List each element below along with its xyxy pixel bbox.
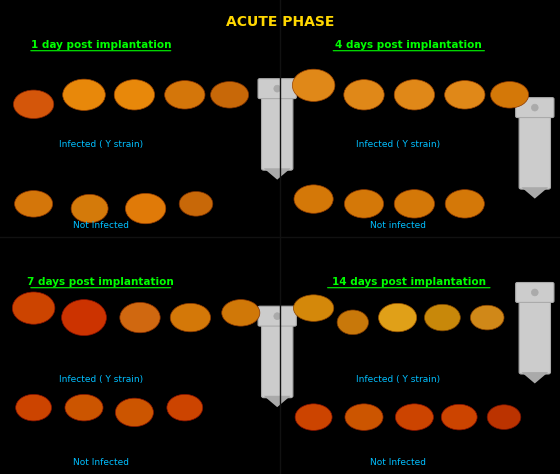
- Text: ACUTE PHASE: ACUTE PHASE: [226, 15, 334, 29]
- Ellipse shape: [222, 300, 260, 326]
- Ellipse shape: [274, 313, 281, 319]
- Ellipse shape: [13, 90, 54, 118]
- Ellipse shape: [125, 193, 166, 224]
- Ellipse shape: [395, 404, 433, 430]
- Ellipse shape: [394, 80, 435, 110]
- Ellipse shape: [179, 191, 213, 216]
- Polygon shape: [521, 372, 548, 383]
- Ellipse shape: [274, 85, 281, 92]
- Ellipse shape: [16, 394, 52, 421]
- Text: 7 days post implantation: 7 days post implantation: [27, 277, 174, 287]
- Text: Not Infected: Not Infected: [73, 221, 129, 229]
- Text: Not Infected: Not Infected: [73, 458, 129, 466]
- Ellipse shape: [394, 190, 435, 218]
- Ellipse shape: [337, 310, 368, 335]
- Ellipse shape: [170, 303, 211, 332]
- FancyBboxPatch shape: [516, 283, 554, 302]
- Polygon shape: [264, 168, 291, 180]
- Polygon shape: [264, 396, 291, 407]
- FancyBboxPatch shape: [258, 306, 296, 326]
- Text: 1 day post implantation: 1 day post implantation: [31, 40, 171, 50]
- Ellipse shape: [531, 289, 538, 296]
- Ellipse shape: [344, 190, 384, 218]
- Text: Infected ( Y strain): Infected ( Y strain): [59, 375, 143, 383]
- Text: 14 days post implantation: 14 days post implantation: [332, 277, 486, 287]
- Ellipse shape: [15, 191, 53, 217]
- Text: Not infected: Not infected: [370, 221, 426, 229]
- FancyBboxPatch shape: [258, 79, 296, 99]
- Polygon shape: [521, 187, 548, 199]
- Ellipse shape: [491, 82, 529, 108]
- Ellipse shape: [344, 80, 384, 110]
- Ellipse shape: [345, 404, 383, 430]
- Text: Infected ( Y strain): Infected ( Y strain): [356, 375, 440, 383]
- Ellipse shape: [63, 79, 105, 110]
- Ellipse shape: [295, 404, 332, 430]
- Ellipse shape: [531, 104, 538, 111]
- Ellipse shape: [71, 194, 108, 223]
- Ellipse shape: [487, 405, 521, 429]
- Ellipse shape: [470, 305, 504, 330]
- FancyBboxPatch shape: [262, 95, 293, 170]
- Ellipse shape: [292, 69, 335, 101]
- Ellipse shape: [167, 394, 203, 421]
- Text: Infected ( Y strain): Infected ( Y strain): [59, 140, 143, 149]
- Text: Not Infected: Not Infected: [370, 458, 426, 466]
- Ellipse shape: [294, 185, 333, 213]
- Ellipse shape: [120, 302, 160, 333]
- Ellipse shape: [115, 398, 153, 427]
- Ellipse shape: [165, 81, 205, 109]
- Ellipse shape: [445, 81, 485, 109]
- Ellipse shape: [293, 295, 334, 321]
- Ellipse shape: [379, 303, 417, 332]
- FancyBboxPatch shape: [262, 323, 293, 398]
- Ellipse shape: [445, 190, 484, 218]
- Ellipse shape: [424, 304, 460, 331]
- Ellipse shape: [114, 80, 155, 110]
- Ellipse shape: [65, 394, 103, 421]
- FancyBboxPatch shape: [516, 98, 554, 118]
- Ellipse shape: [62, 300, 106, 336]
- Ellipse shape: [12, 292, 55, 324]
- Text: 4 days post implantation: 4 days post implantation: [335, 40, 482, 50]
- FancyBboxPatch shape: [519, 299, 550, 374]
- Ellipse shape: [211, 82, 249, 108]
- Ellipse shape: [441, 404, 477, 430]
- FancyBboxPatch shape: [519, 114, 550, 189]
- Text: Infected ( Y strain): Infected ( Y strain): [356, 140, 440, 149]
